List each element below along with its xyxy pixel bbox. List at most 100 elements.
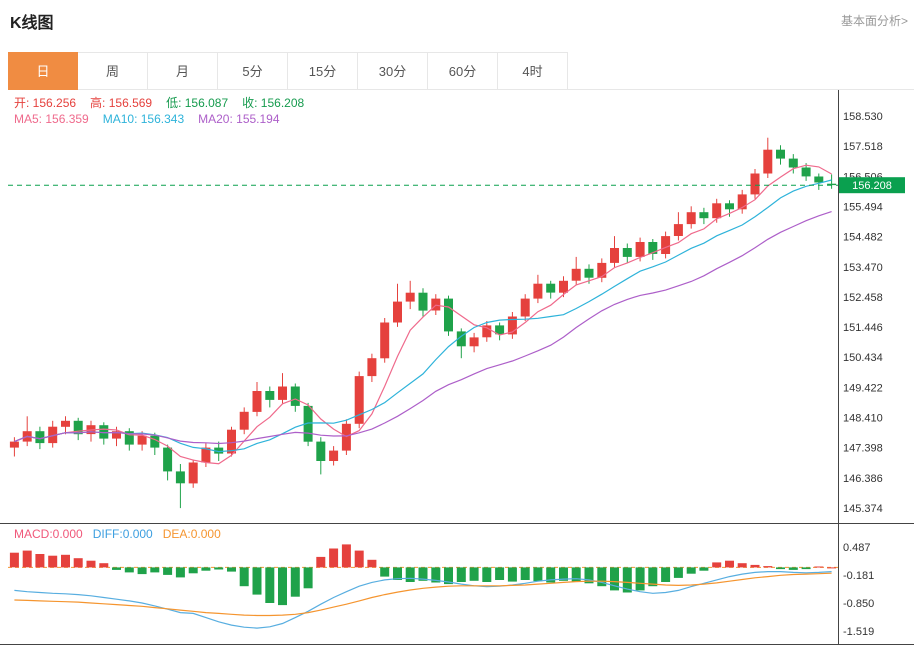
- price-axis-label: 152.458: [843, 292, 883, 304]
- candle-body: [699, 212, 709, 219]
- candle-body: [73, 420, 83, 435]
- macd-bar: [725, 560, 734, 568]
- candle-body: [827, 183, 837, 186]
- price-axis-label: 151.446: [843, 322, 883, 334]
- price-axis-label: 155.494: [843, 201, 883, 213]
- tab-30分[interactable]: 30分: [358, 52, 428, 90]
- candle-body: [405, 292, 415, 302]
- candle-body: [99, 425, 109, 439]
- macd-bar: [469, 567, 479, 581]
- macd-bar: [699, 567, 709, 571]
- macd-bar: [329, 548, 339, 568]
- tab-日[interactable]: 日: [8, 52, 78, 90]
- price-axis-label: 153.470: [843, 262, 883, 274]
- candle-body: [533, 283, 543, 299]
- price-axis-label: 157.518: [843, 141, 883, 153]
- candle-body: [9, 441, 19, 448]
- tab-15分[interactable]: 15分: [288, 52, 358, 90]
- macd-bar: [290, 567, 300, 597]
- ma20-line: [14, 211, 832, 445]
- candlestick-chart[interactable]: 158.530157.518156.506155.494154.482153.4…: [0, 90, 914, 650]
- price-axis-label: 149.422: [843, 382, 883, 394]
- price-axis-label: 154.482: [843, 232, 883, 244]
- macd-bar: [712, 562, 722, 568]
- macd-bar: [278, 567, 287, 606]
- candle-body: [137, 435, 147, 445]
- candle-body: [776, 149, 785, 159]
- candle-body: [456, 331, 466, 347]
- macd-bar: [648, 567, 658, 587]
- low-value: 低: 156.087: [166, 96, 229, 110]
- macd-bar: [175, 567, 185, 578]
- fundamental-analysis-link[interactable]: 基本面分析>: [840, 14, 908, 28]
- candle-body: [354, 376, 364, 424]
- macd-bar: [239, 567, 249, 587]
- macd-bar: [214, 567, 224, 570]
- candle-body: [661, 236, 671, 254]
- macd-bar: [788, 567, 798, 570]
- candle-body: [201, 447, 211, 463]
- candle-body: [712, 203, 722, 219]
- candle-body: [124, 431, 134, 445]
- macd-bar: [405, 567, 415, 582]
- candle-body: [648, 242, 658, 254]
- macd-bar: [112, 567, 121, 570]
- price-axis-label: 150.434: [843, 352, 883, 364]
- high-value: 高: 156.569: [90, 96, 153, 110]
- macd-bar: [265, 567, 275, 603]
- candle-body: [329, 450, 339, 461]
- macd-bar: [661, 567, 671, 582]
- macd-legend: MACD:0.000 DIFF:0.000 DEA:0.000: [14, 527, 221, 541]
- tab-周[interactable]: 周: [78, 52, 148, 90]
- macd-axis-label: -0.181: [843, 570, 874, 582]
- candle-body: [788, 158, 798, 168]
- macd-bar: [137, 567, 147, 575]
- candle-body: [214, 447, 224, 454]
- tab-5分[interactable]: 5分: [218, 52, 288, 90]
- candle-body: [188, 462, 198, 484]
- macd-bar: [61, 554, 70, 568]
- macd-bar: [635, 567, 645, 591]
- dea-line: [14, 572, 832, 617]
- macd-bar: [827, 567, 837, 569]
- macd-bar: [673, 567, 683, 578]
- candle-body: [227, 429, 236, 454]
- macd-bar: [686, 567, 696, 574]
- macd-bar: [124, 567, 134, 573]
- macd-bar: [418, 567, 428, 581]
- candle-body: [175, 471, 185, 484]
- macd-bar: [252, 567, 262, 595]
- price-axis-label: 145.374: [843, 503, 883, 515]
- macd-bar: [303, 567, 313, 589]
- macd-bar: [73, 558, 83, 568]
- candle-body: [444, 298, 453, 332]
- macd-bar: [431, 567, 441, 583]
- price-axis-label: 158.530: [843, 111, 883, 123]
- ma5-value: MA5: 156.359: [14, 112, 89, 126]
- candle-body: [686, 212, 696, 225]
- macd-bar: [48, 555, 58, 568]
- candle-body: [316, 441, 326, 461]
- macd-bar: [750, 564, 760, 568]
- candle-body: [725, 203, 734, 210]
- macd-bar: [814, 566, 824, 568]
- period-tab-bar: 日周月 5分 15分 30分 60分 4时: [8, 52, 914, 90]
- candle-body: [48, 426, 58, 444]
- macd-bar: [393, 567, 402, 580]
- current-price-badge: [839, 177, 905, 194]
- candle-body: [112, 431, 121, 439]
- candle-body: [482, 325, 492, 338]
- macd-bar: [546, 567, 556, 583]
- macd-bar: [22, 550, 32, 568]
- price-axis-label: 148.410: [843, 413, 883, 425]
- tab-60分[interactable]: 60分: [428, 52, 498, 90]
- macd-bar: [520, 567, 530, 580]
- tab-4时[interactable]: 4时: [498, 52, 568, 90]
- macd-bar: [201, 567, 211, 571]
- candle-body: [163, 447, 173, 472]
- candle-body: [610, 248, 619, 263]
- tab-月[interactable]: 月: [148, 52, 218, 90]
- candle-body: [469, 337, 479, 347]
- candle-body: [278, 386, 287, 400]
- ohlc-legend: 开: 156.256 高: 156.569 低: 156.087 收: 156.…: [14, 94, 304, 111]
